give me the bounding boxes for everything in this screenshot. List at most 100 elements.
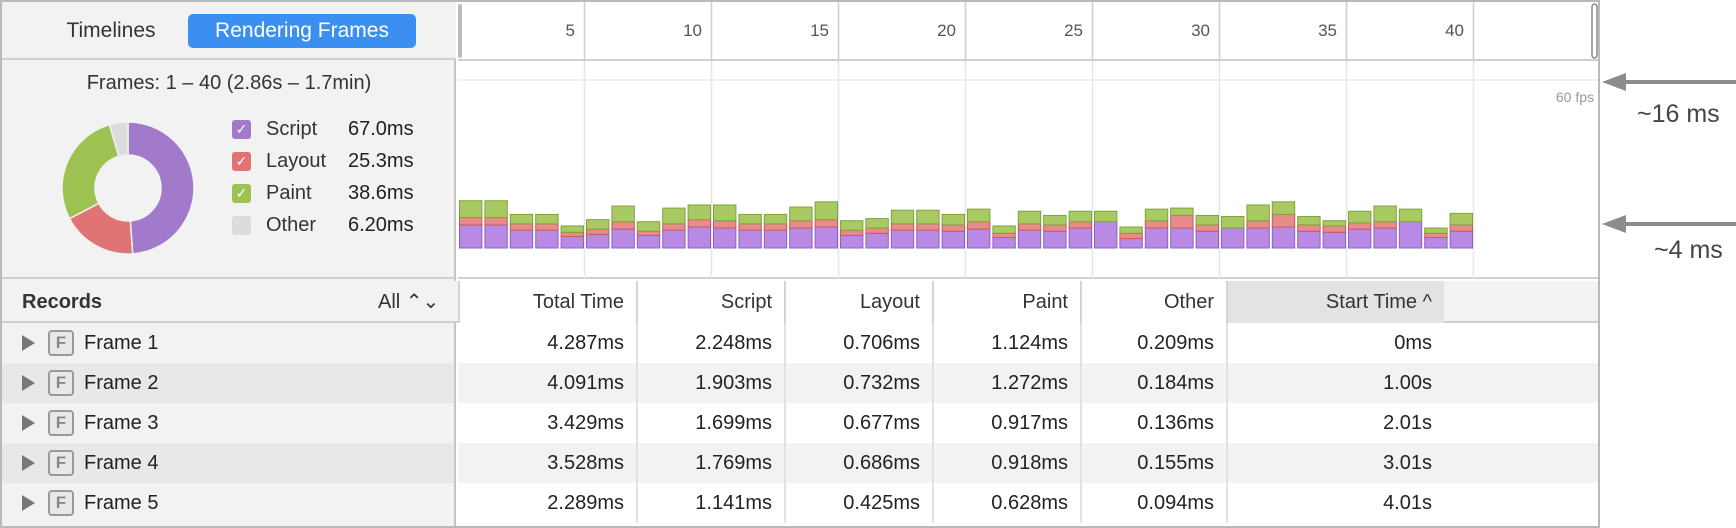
frame-bar-32-paint[interactable] xyxy=(1246,204,1270,222)
frame-bar-17-script[interactable] xyxy=(865,232,889,249)
frame-bar-27-paint[interactable] xyxy=(1119,226,1143,234)
frame-bar-30-paint[interactable] xyxy=(1195,214,1219,226)
frame-bar-7-paint[interactable] xyxy=(611,205,635,223)
frame-bar-35-script[interactable] xyxy=(1322,231,1346,249)
frame-bar-38-paint[interactable] xyxy=(1398,208,1423,223)
column-header-start-time[interactable]: Start Time ^ xyxy=(1226,281,1444,323)
table-row[interactable]: F Frame 3 3.429ms 1.699ms 0.677ms 0.917ms 0.13… xyxy=(2,403,1598,443)
frame-bar-34-paint[interactable] xyxy=(1297,216,1321,226)
frame-bar-17-paint[interactable] xyxy=(865,218,889,229)
frame-bar-19-layout[interactable] xyxy=(916,223,940,231)
frame-bar-26-paint[interactable] xyxy=(1094,210,1118,223)
frame-bar-37-layout[interactable] xyxy=(1373,221,1397,229)
frame-bar-18-script[interactable] xyxy=(890,229,915,249)
frame-bar-15-layout[interactable] xyxy=(814,219,839,228)
frame-bar-14-layout[interactable] xyxy=(789,220,813,229)
frame-bar-37-script[interactable] xyxy=(1373,227,1397,249)
frame-bar-3-layout[interactable] xyxy=(509,223,534,231)
frame-bar-16-layout[interactable] xyxy=(840,229,864,236)
frame-bar-8-script[interactable] xyxy=(636,234,661,249)
frame-bar-28-paint[interactable] xyxy=(1144,208,1169,222)
frame-bar-6-paint[interactable] xyxy=(586,219,610,230)
frame-bar-5-paint[interactable] xyxy=(560,225,584,233)
table-row[interactable]: F Frame 1 4.287ms 2.248ms 0.706ms 1.124ms 0.20… xyxy=(2,323,1598,363)
frame-bar-28-script[interactable] xyxy=(1144,227,1169,249)
frame-bar-5-script[interactable] xyxy=(560,235,584,249)
legend-checkbox-layout[interactable]: ✓ xyxy=(232,152,251,171)
frame-bar-12-paint[interactable] xyxy=(738,213,762,225)
frame-bar-25-script[interactable] xyxy=(1068,227,1092,249)
frame-bar-10-paint[interactable] xyxy=(687,204,712,221)
frame-bar-22-script[interactable] xyxy=(992,237,1016,249)
column-header-total-time[interactable]: Total Time xyxy=(458,281,636,323)
frame-bar-39-script[interactable] xyxy=(1424,237,1448,249)
frame-bar-29-layout[interactable] xyxy=(1170,214,1194,229)
disclosure-triangle-icon[interactable] xyxy=(22,495,35,511)
frame-bar-8-paint[interactable] xyxy=(636,221,661,232)
frame-bar-40-script[interactable] xyxy=(1449,230,1473,249)
frame-bar-34-layout[interactable] xyxy=(1297,224,1321,232)
table-row[interactable]: F Frame 2 4.091ms 1.903ms 0.732ms 1.272ms 0.18… xyxy=(2,363,1598,403)
frame-bar-32-layout[interactable] xyxy=(1246,220,1270,229)
frame-bar-24-script[interactable] xyxy=(1043,230,1067,249)
frame-bar-25-layout[interactable] xyxy=(1068,221,1092,229)
frame-bar-23-script[interactable] xyxy=(1017,229,1042,249)
frame-bar-35-paint[interactable] xyxy=(1322,220,1346,227)
frame-bar-7-layout[interactable] xyxy=(611,221,635,230)
frame-bar-20-script[interactable] xyxy=(941,230,966,249)
frame-bar-27-script[interactable] xyxy=(1119,238,1143,249)
frame-bar-9-layout[interactable] xyxy=(662,223,686,231)
frame-bar-10-layout[interactable] xyxy=(687,219,712,228)
frame-bar-36-paint[interactable] xyxy=(1348,210,1372,224)
frame-bar-20-paint[interactable] xyxy=(941,213,966,226)
table-row[interactable]: F Frame 5 2.289ms 1.141ms 0.425ms 0.628ms 0.09… xyxy=(2,483,1598,523)
frame-bar-1-script[interactable] xyxy=(459,224,483,249)
frame-bar-10-script[interactable] xyxy=(687,226,712,249)
frame-bar-32-script[interactable] xyxy=(1246,227,1270,249)
selection-handle-end[interactable] xyxy=(1591,3,1598,59)
frame-bar-18-layout[interactable] xyxy=(890,223,915,231)
frame-bar-26-script[interactable] xyxy=(1094,221,1118,249)
frame-bar-29-paint[interactable] xyxy=(1170,207,1194,216)
frame-bar-22-paint[interactable] xyxy=(992,225,1016,234)
disclosure-triangle-icon[interactable] xyxy=(22,335,35,351)
frames-bar-graph[interactable]: 5 10 15 20 25 30 35 40 60 fps xyxy=(458,2,1600,279)
frame-bar-8-layout[interactable] xyxy=(636,230,661,236)
frame-bar-19-paint[interactable] xyxy=(916,209,940,225)
frame-bar-21-paint[interactable] xyxy=(967,208,991,223)
frame-bar-13-layout[interactable] xyxy=(763,223,788,231)
frame-bar-2-layout[interactable] xyxy=(484,217,508,226)
frame-bar-21-script[interactable] xyxy=(967,228,991,249)
legend-checkbox-other[interactable] xyxy=(232,216,251,235)
frame-bar-14-script[interactable] xyxy=(789,227,813,249)
frame-bar-36-layout[interactable] xyxy=(1348,222,1372,230)
frame-bar-24-paint[interactable] xyxy=(1043,214,1067,226)
frame-bar-34-script[interactable] xyxy=(1297,230,1321,249)
frame-bar-18-paint[interactable] xyxy=(890,209,915,225)
frame-bar-17-layout[interactable] xyxy=(865,227,889,234)
frame-bar-24-layout[interactable] xyxy=(1043,224,1067,232)
frame-bar-30-script[interactable] xyxy=(1195,230,1219,249)
disclosure-triangle-icon[interactable] xyxy=(22,455,35,471)
frame-bar-25-paint[interactable] xyxy=(1068,210,1092,223)
frame-bar-37-paint[interactable] xyxy=(1373,205,1397,223)
frame-bar-23-paint[interactable] xyxy=(1017,210,1042,225)
frame-bar-33-layout[interactable] xyxy=(1271,213,1296,228)
frame-bar-11-layout[interactable] xyxy=(713,220,737,229)
column-header-other[interactable]: Other xyxy=(1080,281,1226,323)
frame-bar-35-layout[interactable] xyxy=(1322,225,1346,233)
frame-bar-4-paint[interactable] xyxy=(535,213,559,225)
records-filter-select[interactable]: All ⌃⌄ xyxy=(378,291,440,313)
frame-bar-38-script[interactable] xyxy=(1398,221,1423,249)
frame-bar-15-paint[interactable] xyxy=(814,201,839,221)
frame-bar-31-paint[interactable] xyxy=(1221,216,1245,229)
frame-bar-20-layout[interactable] xyxy=(941,224,966,232)
disclosure-triangle-icon[interactable] xyxy=(22,415,35,431)
frame-bar-27-layout[interactable] xyxy=(1119,232,1143,240)
frame-bar-30-layout[interactable] xyxy=(1195,224,1219,232)
frame-bar-3-script[interactable] xyxy=(509,229,534,249)
frame-bar-6-script[interactable] xyxy=(586,233,610,249)
selection-handle-start[interactable] xyxy=(458,4,462,58)
tab-rendering-frames[interactable]: Rendering Frames xyxy=(188,14,416,48)
frame-bar-28-layout[interactable] xyxy=(1144,220,1169,229)
